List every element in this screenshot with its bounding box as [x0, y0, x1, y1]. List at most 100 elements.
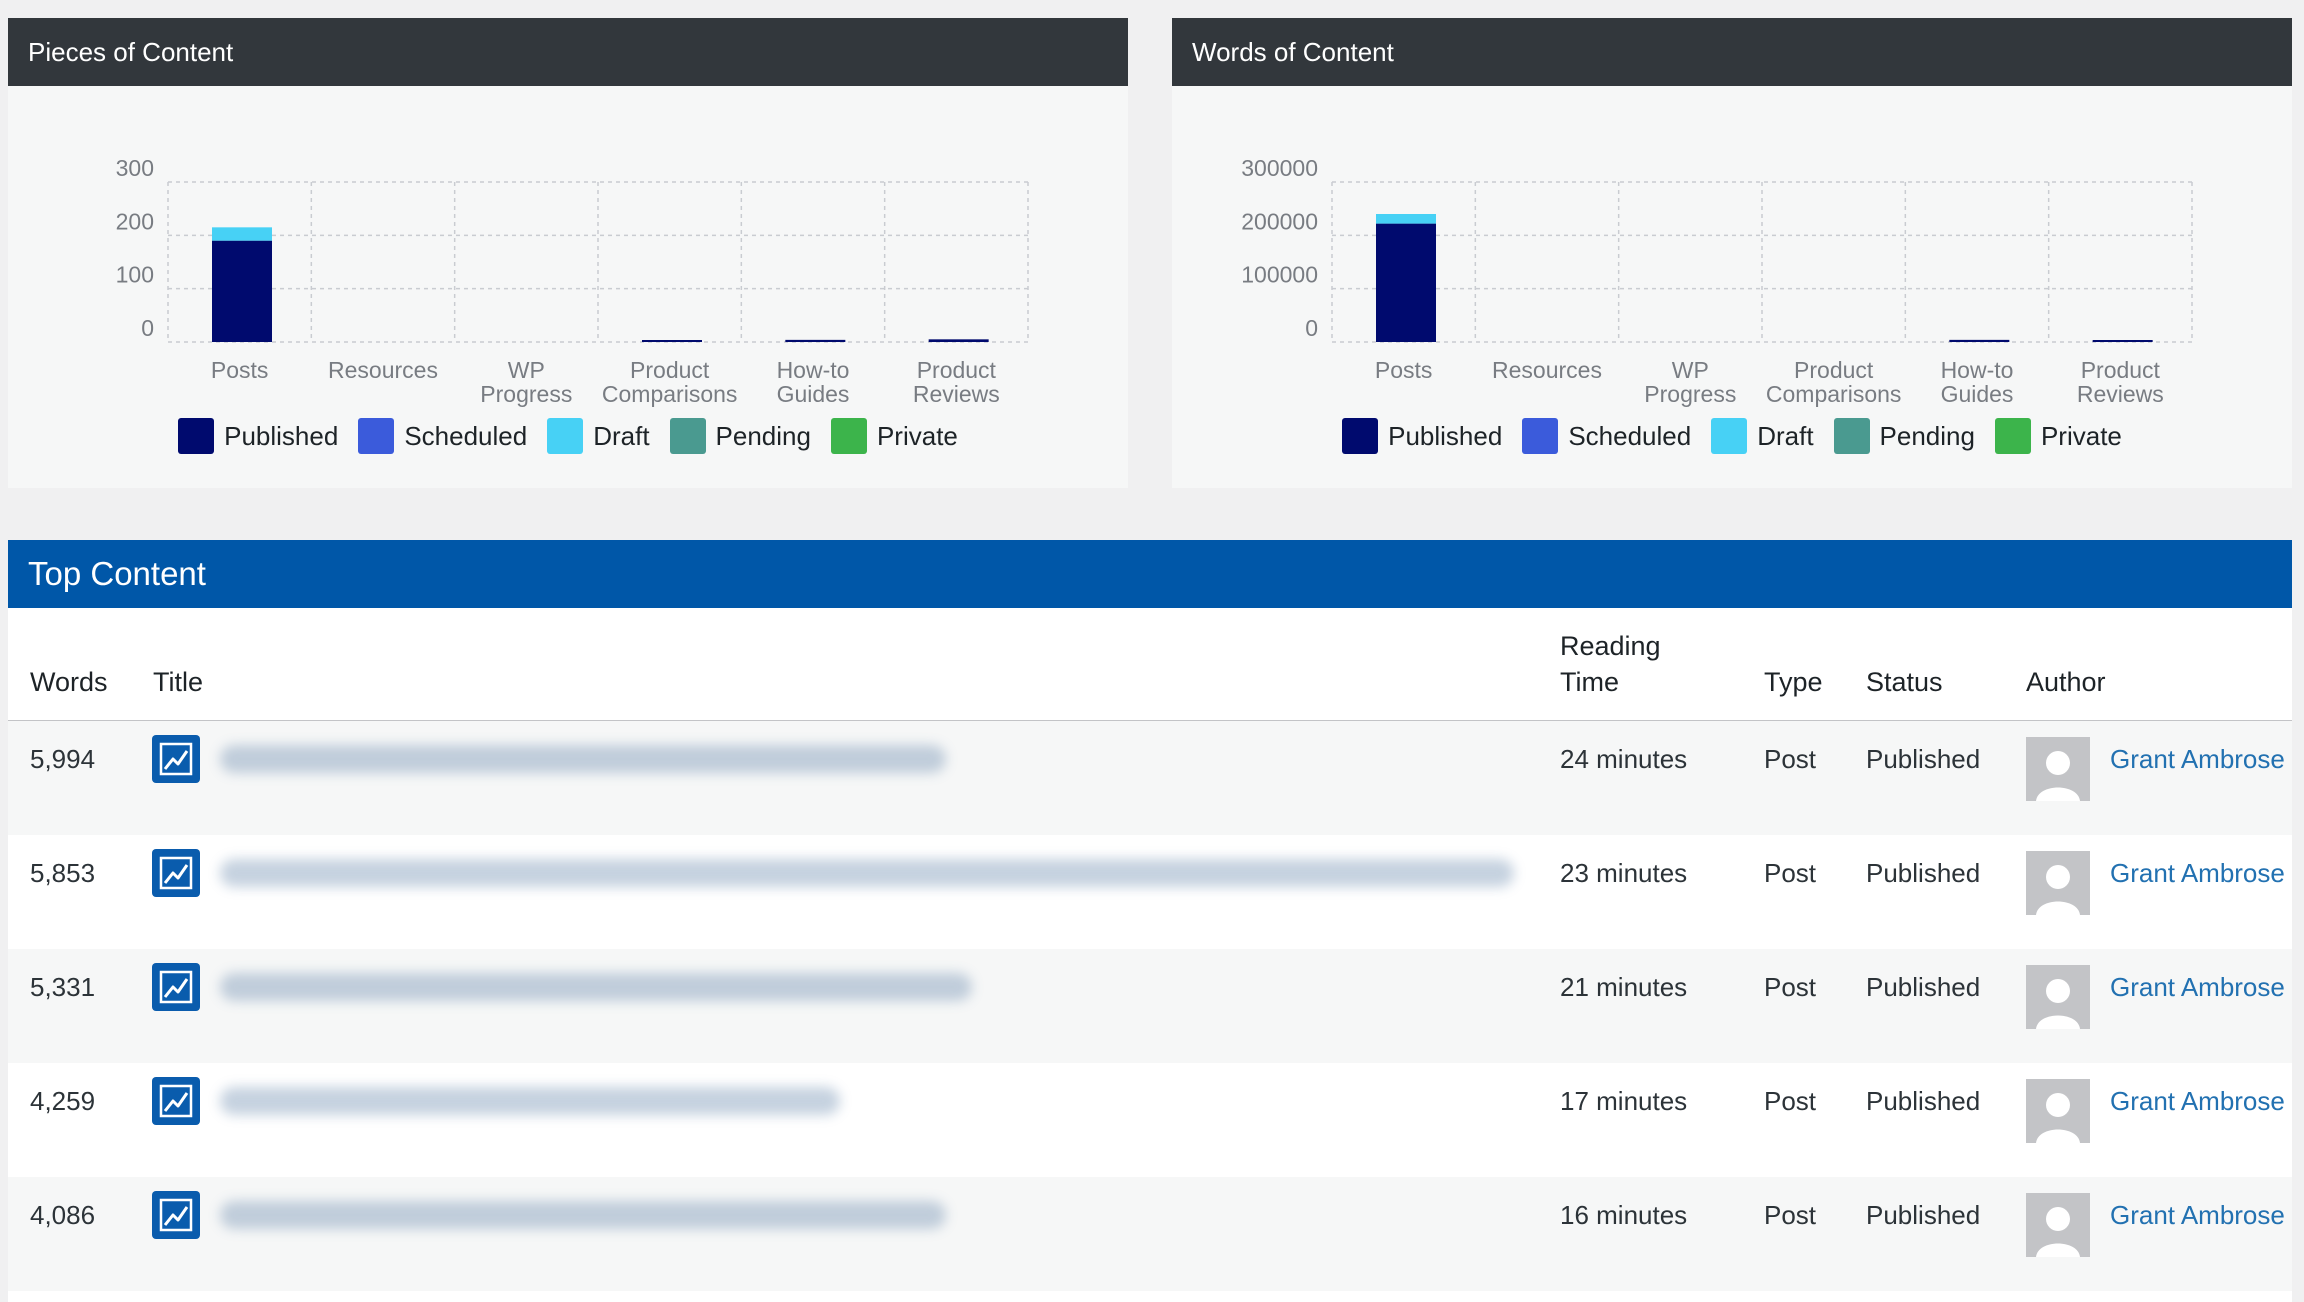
post-type: Post: [1764, 1086, 1817, 1116]
column-type[interactable]: Type: [1764, 667, 1823, 697]
post-status: Published: [1866, 972, 1981, 1002]
legend-item-draft[interactable]: Draft: [1711, 418, 1814, 454]
post-type: Post: [1764, 1200, 1817, 1230]
x-tick-label: Reviews: [2077, 381, 2164, 407]
x-tick-label: Guides: [1941, 381, 2014, 407]
legend-label: Pending: [1879, 420, 1975, 451]
legend-label: Draft: [1757, 420, 1814, 451]
x-tick-label: How-to: [777, 357, 850, 383]
x-tick-label: Resources: [1492, 357, 1602, 383]
chart-trend-icon[interactable]: [152, 735, 200, 783]
x-tick-label: Progress: [1644, 381, 1736, 407]
chart-trend-icon[interactable]: [152, 1077, 200, 1125]
words-count: 4,086: [30, 1200, 96, 1230]
y-tick-label: 0: [141, 315, 154, 341]
author-link[interactable]: Grant Ambrose: [2110, 744, 2285, 774]
column-reading-time-line2: Time: [1560, 667, 1619, 697]
words-of-content-panel: Words of Content 0 100000 200000 300000 Post…: [1172, 18, 2292, 488]
post-title-link[interactable]: [220, 1201, 946, 1229]
legend-item-pending[interactable]: Pending: [1833, 418, 1975, 454]
column-reading-time[interactable]: Reading Time: [1560, 628, 1661, 700]
author-link[interactable]: Grant Ambrose: [2110, 858, 2285, 888]
author-link[interactable]: Grant Ambrose: [2110, 1086, 2285, 1116]
post-status: Published: [1866, 1086, 1981, 1116]
legend-swatch: [178, 418, 215, 454]
post-status: Published: [1866, 1200, 1981, 1230]
column-title[interactable]: Title: [153, 667, 204, 697]
legend-swatch: [1522, 418, 1559, 454]
x-tick-label: Product: [630, 357, 710, 383]
bar-published: [1376, 223, 1436, 342]
post-title-link[interactable]: [220, 1087, 840, 1115]
bar-published: [1949, 339, 2010, 342]
words-count: 4,259: [30, 1086, 96, 1116]
y-tick-label: 100000: [1241, 262, 1318, 288]
post-title-link[interactable]: [220, 745, 946, 773]
x-tick-label: How-to: [1941, 357, 2014, 383]
post-title-link[interactable]: [220, 973, 972, 1001]
y-tick-label: 0: [1305, 315, 1318, 341]
x-tick-label: Product: [1794, 357, 1874, 383]
reading-time: 23 minutes: [1560, 858, 1688, 888]
bar-published: [642, 340, 702, 342]
x-tick-label: Resources: [328, 357, 438, 383]
post-type: Post: [1764, 858, 1817, 888]
chart-legend: Published Scheduled Draft Pending Private: [8, 418, 1128, 454]
legend-item-published[interactable]: Published: [1342, 418, 1502, 454]
legend-item-published[interactable]: Published: [178, 418, 338, 454]
legend-swatch: [830, 418, 867, 454]
x-tick-label: Progress: [480, 381, 572, 407]
x-tick-label: WP: [508, 357, 545, 383]
y-tick-label: 200000: [1241, 208, 1318, 234]
x-tick-label: Comparisons: [602, 381, 738, 407]
legend-item-private[interactable]: Private: [1994, 418, 2122, 454]
bar-published: [928, 339, 989, 342]
column-words[interactable]: Words: [30, 667, 108, 697]
avatar: [2026, 851, 2090, 915]
x-tick-label: WP: [1672, 357, 1709, 383]
author-link[interactable]: Grant Ambrose: [2110, 1200, 2285, 1230]
legend-label: Draft: [593, 420, 650, 451]
legend-label: Scheduled: [404, 420, 528, 451]
bar-published: [2092, 340, 2153, 342]
top-content-title: Top Content: [8, 540, 2292, 608]
y-tick-label: 300: [116, 155, 154, 181]
author-link[interactable]: Grant Ambrose: [2110, 972, 2285, 1002]
legend-item-scheduled[interactable]: Scheduled: [1522, 418, 1691, 454]
reading-time: 17 minutes: [1560, 1086, 1688, 1116]
reading-time: 24 minutes: [1560, 744, 1688, 774]
bar-draft: [1376, 214, 1436, 224]
legend-label: Published: [224, 420, 339, 451]
legend-swatch: [1833, 418, 1870, 454]
legend-swatch: [1711, 418, 1748, 454]
x-tick-label: Comparisons: [1766, 381, 1902, 407]
legend-label: Pending: [715, 420, 811, 451]
post-status: Published: [1866, 858, 1981, 888]
y-tick-label: 200: [116, 208, 154, 234]
avatar: [2026, 737, 2090, 801]
words-count: 5,853: [30, 858, 96, 888]
avatar: [2026, 1193, 2090, 1257]
table-body: 5,994 24 minutes Post Published Grant Am…: [8, 721, 2292, 1291]
chart-trend-icon[interactable]: [152, 1191, 200, 1239]
column-author[interactable]: Author: [2026, 667, 2106, 697]
column-reading-time-line1: Reading: [1560, 631, 1661, 661]
table-row: 5,853 23 minutes Post Published Grant Am…: [8, 835, 2292, 949]
legend-label: Published: [1388, 420, 1503, 451]
panel-title: Words of Content: [1172, 18, 2292, 86]
post-type: Post: [1764, 972, 1817, 1002]
legend-item-scheduled[interactable]: Scheduled: [358, 418, 527, 454]
post-title-link[interactable]: [220, 859, 1514, 887]
legend-item-pending[interactable]: Pending: [669, 418, 811, 454]
x-tick-label: Product: [2081, 357, 2161, 383]
post-status: Published: [1866, 744, 1981, 774]
column-status[interactable]: Status: [1866, 667, 1943, 697]
chart-trend-icon[interactable]: [152, 963, 200, 1011]
panel-title: Pieces of Content: [8, 18, 1128, 86]
table-header: Words Title Reading Time Type Status Aut…: [8, 608, 2292, 721]
legend-label: Private: [876, 420, 958, 451]
legend-item-draft[interactable]: Draft: [547, 418, 650, 454]
chart-trend-icon[interactable]: [152, 849, 200, 897]
legend-item-private[interactable]: Private: [830, 418, 958, 454]
legend-label: Scheduled: [1568, 420, 1692, 451]
